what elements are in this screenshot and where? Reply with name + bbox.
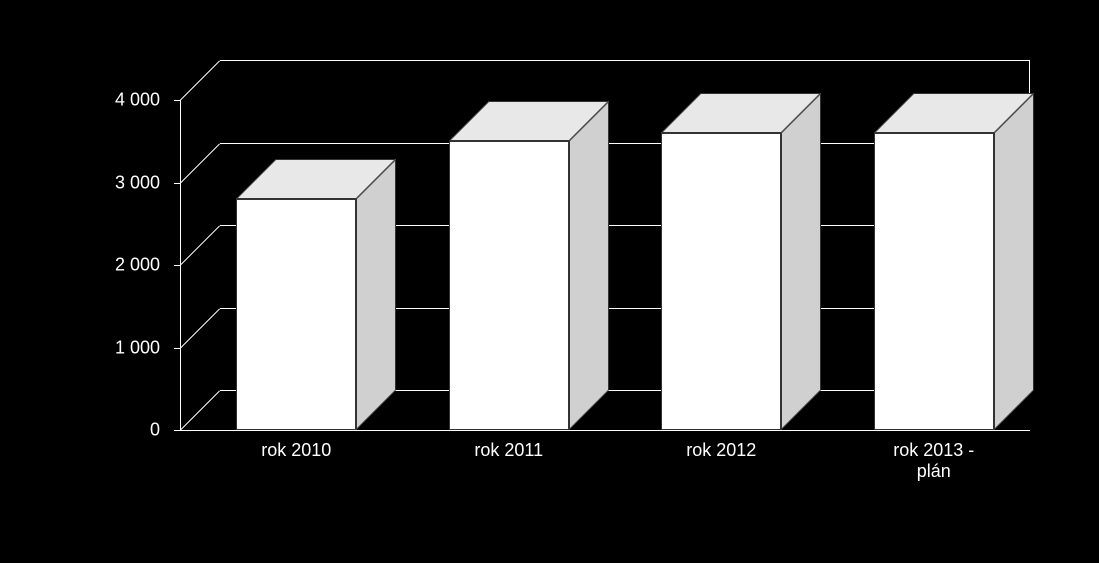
gridline: [220, 60, 1030, 61]
bars: [180, 100, 1030, 430]
floor-front-line: [180, 430, 1030, 431]
bar: [236, 159, 396, 430]
bar-side: [781, 93, 821, 430]
bar-side: [994, 93, 1034, 430]
y-tick-1: 1 000: [115, 337, 160, 358]
y-tick-0: 0: [150, 420, 160, 441]
y-side-line: [180, 61, 220, 101]
bar-side: [569, 101, 609, 430]
x-label: rok 2012: [615, 440, 828, 461]
x-axis: rok 2010rok 2011rok 2012rok 2013 -plán: [180, 440, 1030, 500]
bar: [874, 93, 1034, 430]
y-tick-2: 2 000: [115, 255, 160, 276]
x-label: rok 2011: [403, 440, 616, 461]
y-tick-4: 4 000: [115, 90, 160, 111]
x-label: rok 2013 -plán: [828, 440, 1041, 482]
bar-front: [874, 133, 994, 430]
y-tick-3: 3 000: [115, 172, 160, 193]
x-label: rok 2010: [190, 440, 403, 461]
plot-area: [180, 100, 1030, 430]
bar-front: [236, 199, 356, 430]
bar: [661, 93, 821, 430]
y-axis: 4 000 3 000 2 000 1 000 0: [100, 100, 170, 430]
bar-front: [661, 133, 781, 430]
bar-front: [449, 141, 569, 430]
chart-container: 4 000 3 000 2 000 1 000 0: [100, 100, 1050, 520]
bar-side: [356, 159, 396, 430]
bar: [449, 101, 609, 430]
